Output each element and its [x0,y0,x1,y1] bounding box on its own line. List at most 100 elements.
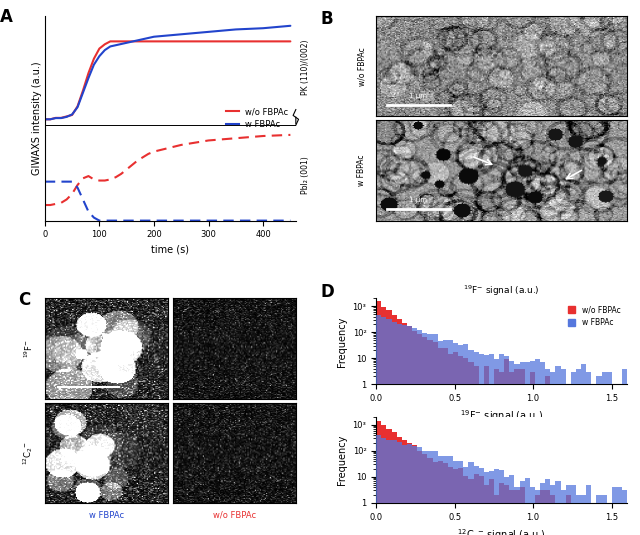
Bar [494,495,499,535]
Bar [494,369,499,535]
Bar [412,331,417,535]
Bar [566,384,571,535]
Bar [417,447,422,535]
Bar [448,340,453,535]
Bar [468,350,474,535]
Bar [591,384,596,535]
Bar [499,355,504,535]
Bar [540,483,545,535]
Bar [596,377,602,535]
Bar [453,343,458,535]
Bar [504,477,509,535]
Bar [576,503,581,535]
Bar [530,361,535,535]
Bar [581,495,586,535]
Bar [438,456,443,535]
Bar [397,324,402,535]
Bar [581,364,586,535]
Bar [509,475,515,535]
Bar [479,469,484,535]
Bar [622,491,627,535]
Bar [376,422,381,535]
Bar [484,366,489,535]
Bar [484,355,489,535]
Bar [550,372,556,535]
Bar [617,487,622,535]
Bar [535,360,540,535]
Bar [607,372,612,535]
Bar [458,462,463,535]
Bar [586,485,591,535]
Bar [484,485,489,535]
Bar [433,462,438,535]
Bar [397,442,402,535]
X-axis label: $^{19}$F$^{-}$ signal (a.u.): $^{19}$F$^{-}$ signal (a.u.) [460,409,543,424]
Bar [387,310,392,535]
Bar [438,348,443,535]
Bar [474,465,479,535]
Bar [535,491,540,535]
Bar [468,479,474,535]
Y-axis label: Frequency: Frequency [337,435,347,485]
Bar [566,384,571,535]
Bar [515,491,520,535]
Bar [525,362,530,535]
Bar [453,469,458,535]
Bar [381,317,387,535]
Text: $^{12}$C$_{2}$$^{-}$: $^{12}$C$_{2}$$^{-}$ [21,441,35,465]
Title: $^{19}$F$^{-}$ signal (a.u.): $^{19}$F$^{-}$ signal (a.u.) [463,284,540,298]
Bar [428,451,433,535]
Bar [453,351,458,535]
Bar [392,315,397,535]
Bar [520,369,525,535]
Bar [443,340,448,535]
Bar [417,451,422,535]
Bar [602,495,607,535]
Bar [381,307,387,535]
Bar [468,462,474,535]
Text: $^{19}$F$^{-}$: $^{19}$F$^{-}$ [22,339,35,358]
Bar [433,334,438,535]
Text: w FBPAc: w FBPAc [357,155,366,186]
Bar [453,461,458,535]
Bar [550,495,556,535]
Bar [591,503,596,535]
Bar [402,445,407,535]
Text: PK (110)/(002): PK (110)/(002) [301,40,310,95]
Bar [561,384,566,535]
Bar [622,369,627,535]
Bar [607,503,612,535]
Bar [586,384,591,535]
Bar [520,362,525,535]
Bar [392,432,397,535]
Bar [509,372,515,535]
Bar [392,322,397,535]
Bar [622,384,627,535]
Bar [463,344,468,535]
Bar [402,323,407,535]
Bar [407,326,412,535]
Bar [443,348,448,535]
Bar [504,356,509,535]
Bar [566,495,571,535]
Text: w/o FBPAc: w/o FBPAc [357,47,366,86]
Bar [576,495,581,535]
Bar [412,328,417,535]
X-axis label: time (s): time (s) [151,245,189,255]
Bar [376,434,381,535]
Bar [566,485,571,535]
Bar [561,369,566,535]
Bar [515,364,520,535]
Bar [448,467,453,535]
Bar [422,333,428,535]
Bar [422,337,428,535]
Text: D: D [321,283,335,301]
Bar [381,425,387,535]
Bar [468,362,474,535]
Bar [402,440,407,535]
Bar [474,352,479,535]
Bar [397,319,402,535]
Bar [428,334,433,535]
Bar [545,369,550,535]
Bar [545,491,550,535]
